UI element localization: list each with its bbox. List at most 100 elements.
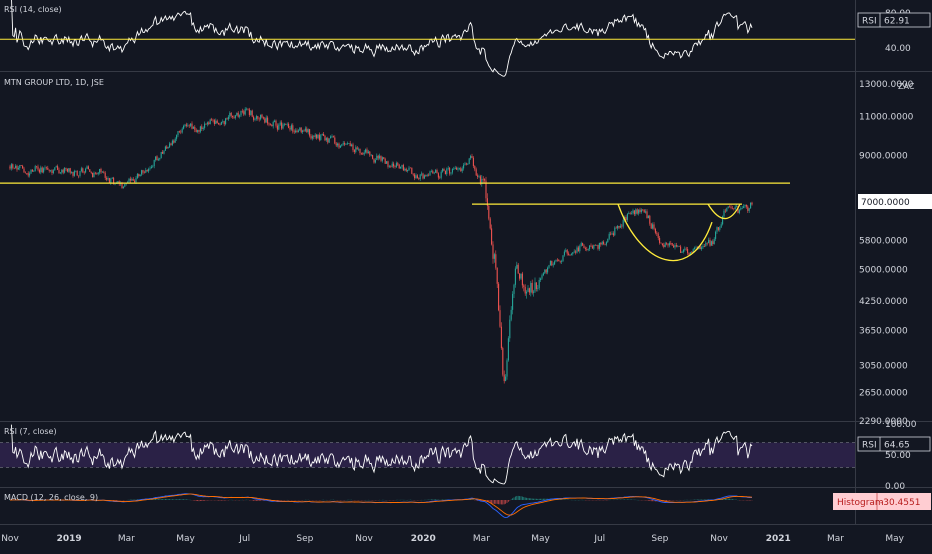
- price-tick-label: 5800.0000: [859, 237, 908, 247]
- candle-body: [16, 166, 17, 170]
- candle-body: [98, 173, 99, 175]
- candle-body: [63, 170, 64, 173]
- candle-body: [422, 174, 423, 179]
- candle-body: [355, 147, 356, 152]
- candle-body: [36, 166, 37, 167]
- candle-body: [383, 157, 384, 159]
- candle-body: [112, 178, 113, 179]
- candle-body: [301, 127, 302, 132]
- candle-body: [478, 176, 479, 177]
- time-tick-label: Nov: [1, 534, 19, 544]
- candle-body: [316, 135, 317, 139]
- candle-body: [257, 116, 258, 119]
- candle-body: [161, 152, 162, 158]
- candle-body: [217, 121, 218, 123]
- time-tick-label: Nov: [355, 534, 373, 544]
- macd-histogram-bar: [518, 496, 519, 500]
- macd-histogram-bar: [157, 499, 158, 500]
- candle-body: [532, 283, 533, 293]
- candle-body: [131, 179, 132, 181]
- candle-body: [742, 208, 743, 209]
- candle-body: [15, 166, 16, 168]
- currency-label: ZAC: [898, 82, 915, 91]
- candle-body: [84, 172, 85, 173]
- candle-body: [284, 124, 285, 125]
- price-tick-label: 9000.0000: [859, 151, 908, 161]
- candle-body: [37, 167, 38, 170]
- candle-body: [68, 168, 69, 171]
- macd-histogram-bar: [200, 500, 201, 501]
- time-tick-label: Jul: [593, 534, 605, 544]
- candle-body: [602, 242, 603, 245]
- candle-body: [373, 159, 374, 163]
- candle-body: [371, 155, 372, 156]
- price-tick-label: 2650.0000: [859, 389, 908, 399]
- macd-histogram-bar: [526, 498, 527, 500]
- macd-histogram-bar: [497, 500, 498, 504]
- time-tick-label: 2019: [57, 534, 82, 544]
- candle-body: [413, 174, 414, 175]
- candle-body: [512, 294, 513, 310]
- candle-body: [256, 116, 257, 119]
- rsi7-badge-value: 64.65: [884, 441, 910, 451]
- candle-body: [39, 170, 40, 173]
- candle-body: [639, 210, 640, 212]
- candle-body: [330, 136, 331, 138]
- candle-body: [302, 131, 303, 133]
- candle-body: [649, 216, 650, 224]
- candle-body: [751, 203, 752, 205]
- macd-histogram-bar: [544, 499, 545, 500]
- candle-body: [229, 113, 230, 117]
- candle-body: [376, 156, 377, 160]
- candle-body: [558, 260, 559, 261]
- time-tick-label: May: [176, 534, 195, 544]
- candle-body: [11, 164, 12, 168]
- candle-body: [162, 152, 163, 154]
- candle-body: [450, 173, 451, 174]
- candle-body: [504, 375, 505, 381]
- candle-body: [469, 158, 470, 164]
- candle-body: [743, 206, 744, 208]
- candle-body: [628, 213, 629, 214]
- candle-body: [44, 168, 45, 169]
- macd-histogram-bar: [505, 500, 506, 504]
- candle-body: [445, 171, 446, 174]
- candle-body: [19, 165, 20, 168]
- macd-histogram-bar: [516, 496, 517, 500]
- rsi7-title: RSI (7, close): [4, 427, 57, 436]
- macd-histogram-bar: [260, 500, 261, 501]
- macd-histogram-bar: [179, 499, 180, 500]
- candle-body: [130, 179, 131, 181]
- macd-histogram-bar: [259, 500, 260, 501]
- candle-body: [214, 120, 215, 124]
- candle-body: [331, 136, 332, 137]
- candle-body: [555, 260, 556, 262]
- candle-body: [313, 136, 314, 137]
- cup-arc[interactable]: [618, 204, 712, 260]
- candle-body: [134, 181, 135, 182]
- time-tick-label: 2021: [766, 534, 791, 544]
- candle-body: [723, 211, 724, 217]
- candle-body: [46, 168, 47, 169]
- candle-body: [572, 252, 573, 254]
- candle-body: [462, 168, 463, 171]
- candle-body: [172, 141, 173, 145]
- macd-histogram-bar: [508, 500, 509, 502]
- candle-body: [439, 178, 440, 179]
- candle-body: [681, 252, 682, 253]
- candle-body: [464, 163, 465, 164]
- candle-body: [604, 244, 605, 245]
- macd-histogram-bar: [224, 500, 225, 501]
- candle-body: [124, 184, 125, 187]
- candle-body: [527, 288, 528, 292]
- candle-body: [369, 152, 370, 156]
- macd-histogram-bar: [624, 499, 625, 500]
- macd-histogram-bar: [533, 499, 534, 500]
- candle-body: [695, 247, 696, 248]
- candle-body: [93, 173, 94, 177]
- time-tick-label: Jul: [238, 534, 250, 544]
- candle-body: [571, 254, 572, 255]
